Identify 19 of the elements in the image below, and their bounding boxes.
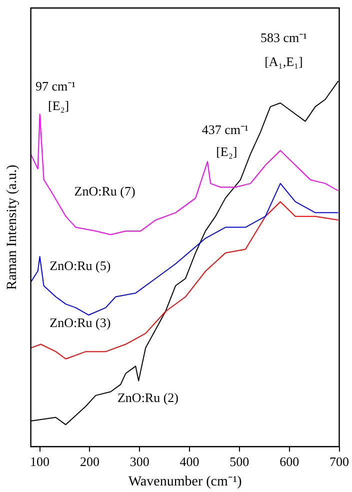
annotation: ZnO:Ru (5) xyxy=(50,258,111,274)
x-tick-label: 400 xyxy=(180,454,200,469)
text: [A₁,E₁] xyxy=(264,54,303,70)
x-axis-title: Wavenumber (cm⁻¹) xyxy=(128,474,242,490)
annotation: [E₂] xyxy=(216,144,238,160)
text: 583 cm⁻¹ xyxy=(260,30,308,46)
x-tick-label: 500 xyxy=(230,454,250,469)
x-tick-label: 700 xyxy=(330,454,349,469)
annotation: 97 cm⁻¹ xyxy=(35,78,76,94)
annotation: 437 cm⁻¹ xyxy=(202,122,248,138)
annotation: [E₂] xyxy=(48,98,70,114)
annotation: ZnO:Ru (7) xyxy=(74,184,136,199)
annotation: ZnO:Ru (2) xyxy=(117,390,179,405)
annotation: ZnO:Ru (3) xyxy=(50,315,111,330)
x-tick-label: 200 xyxy=(80,454,100,469)
x-tick-label: 100 xyxy=(30,454,50,469)
x-tick-label: 300 xyxy=(130,454,150,469)
x-tick-label: 600 xyxy=(280,454,300,469)
y-axis-title: Raman Intensity (a.u.) xyxy=(5,164,20,290)
